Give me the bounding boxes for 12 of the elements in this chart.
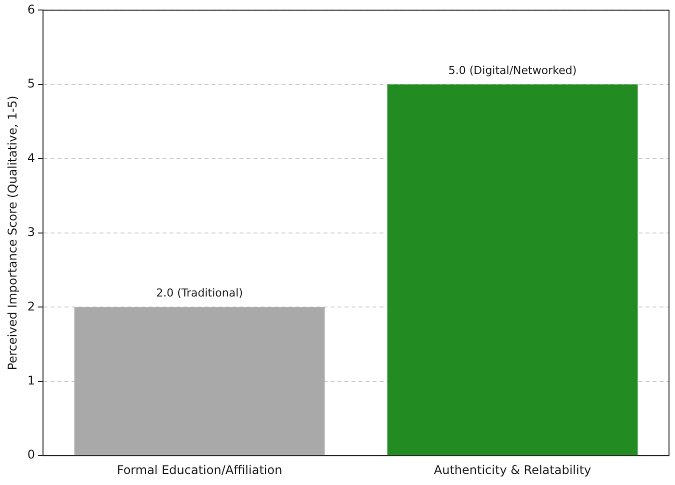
y-tick-label: 0 — [27, 448, 36, 462]
x-tick-label: Authenticity & Relatability — [434, 462, 592, 477]
data-label: 2.0 (Traditional) — [156, 286, 243, 300]
y-axis-title: Perceived Importance Score (Qualitative, 1-5) — [5, 96, 20, 370]
y-tick-label: 2 — [27, 299, 36, 314]
y-tick-label: 3 — [27, 225, 36, 240]
data-label: 5.0 (Digital/Networked) — [448, 64, 577, 77]
y-tick-label: 1 — [27, 373, 36, 388]
x-tick-label: Formal Education/Affiliation — [116, 462, 282, 477]
y-tick-label: 4 — [27, 150, 36, 165]
y-tick-label: 5 — [27, 76, 36, 91]
y-tick-label: 6 — [27, 2, 36, 16]
